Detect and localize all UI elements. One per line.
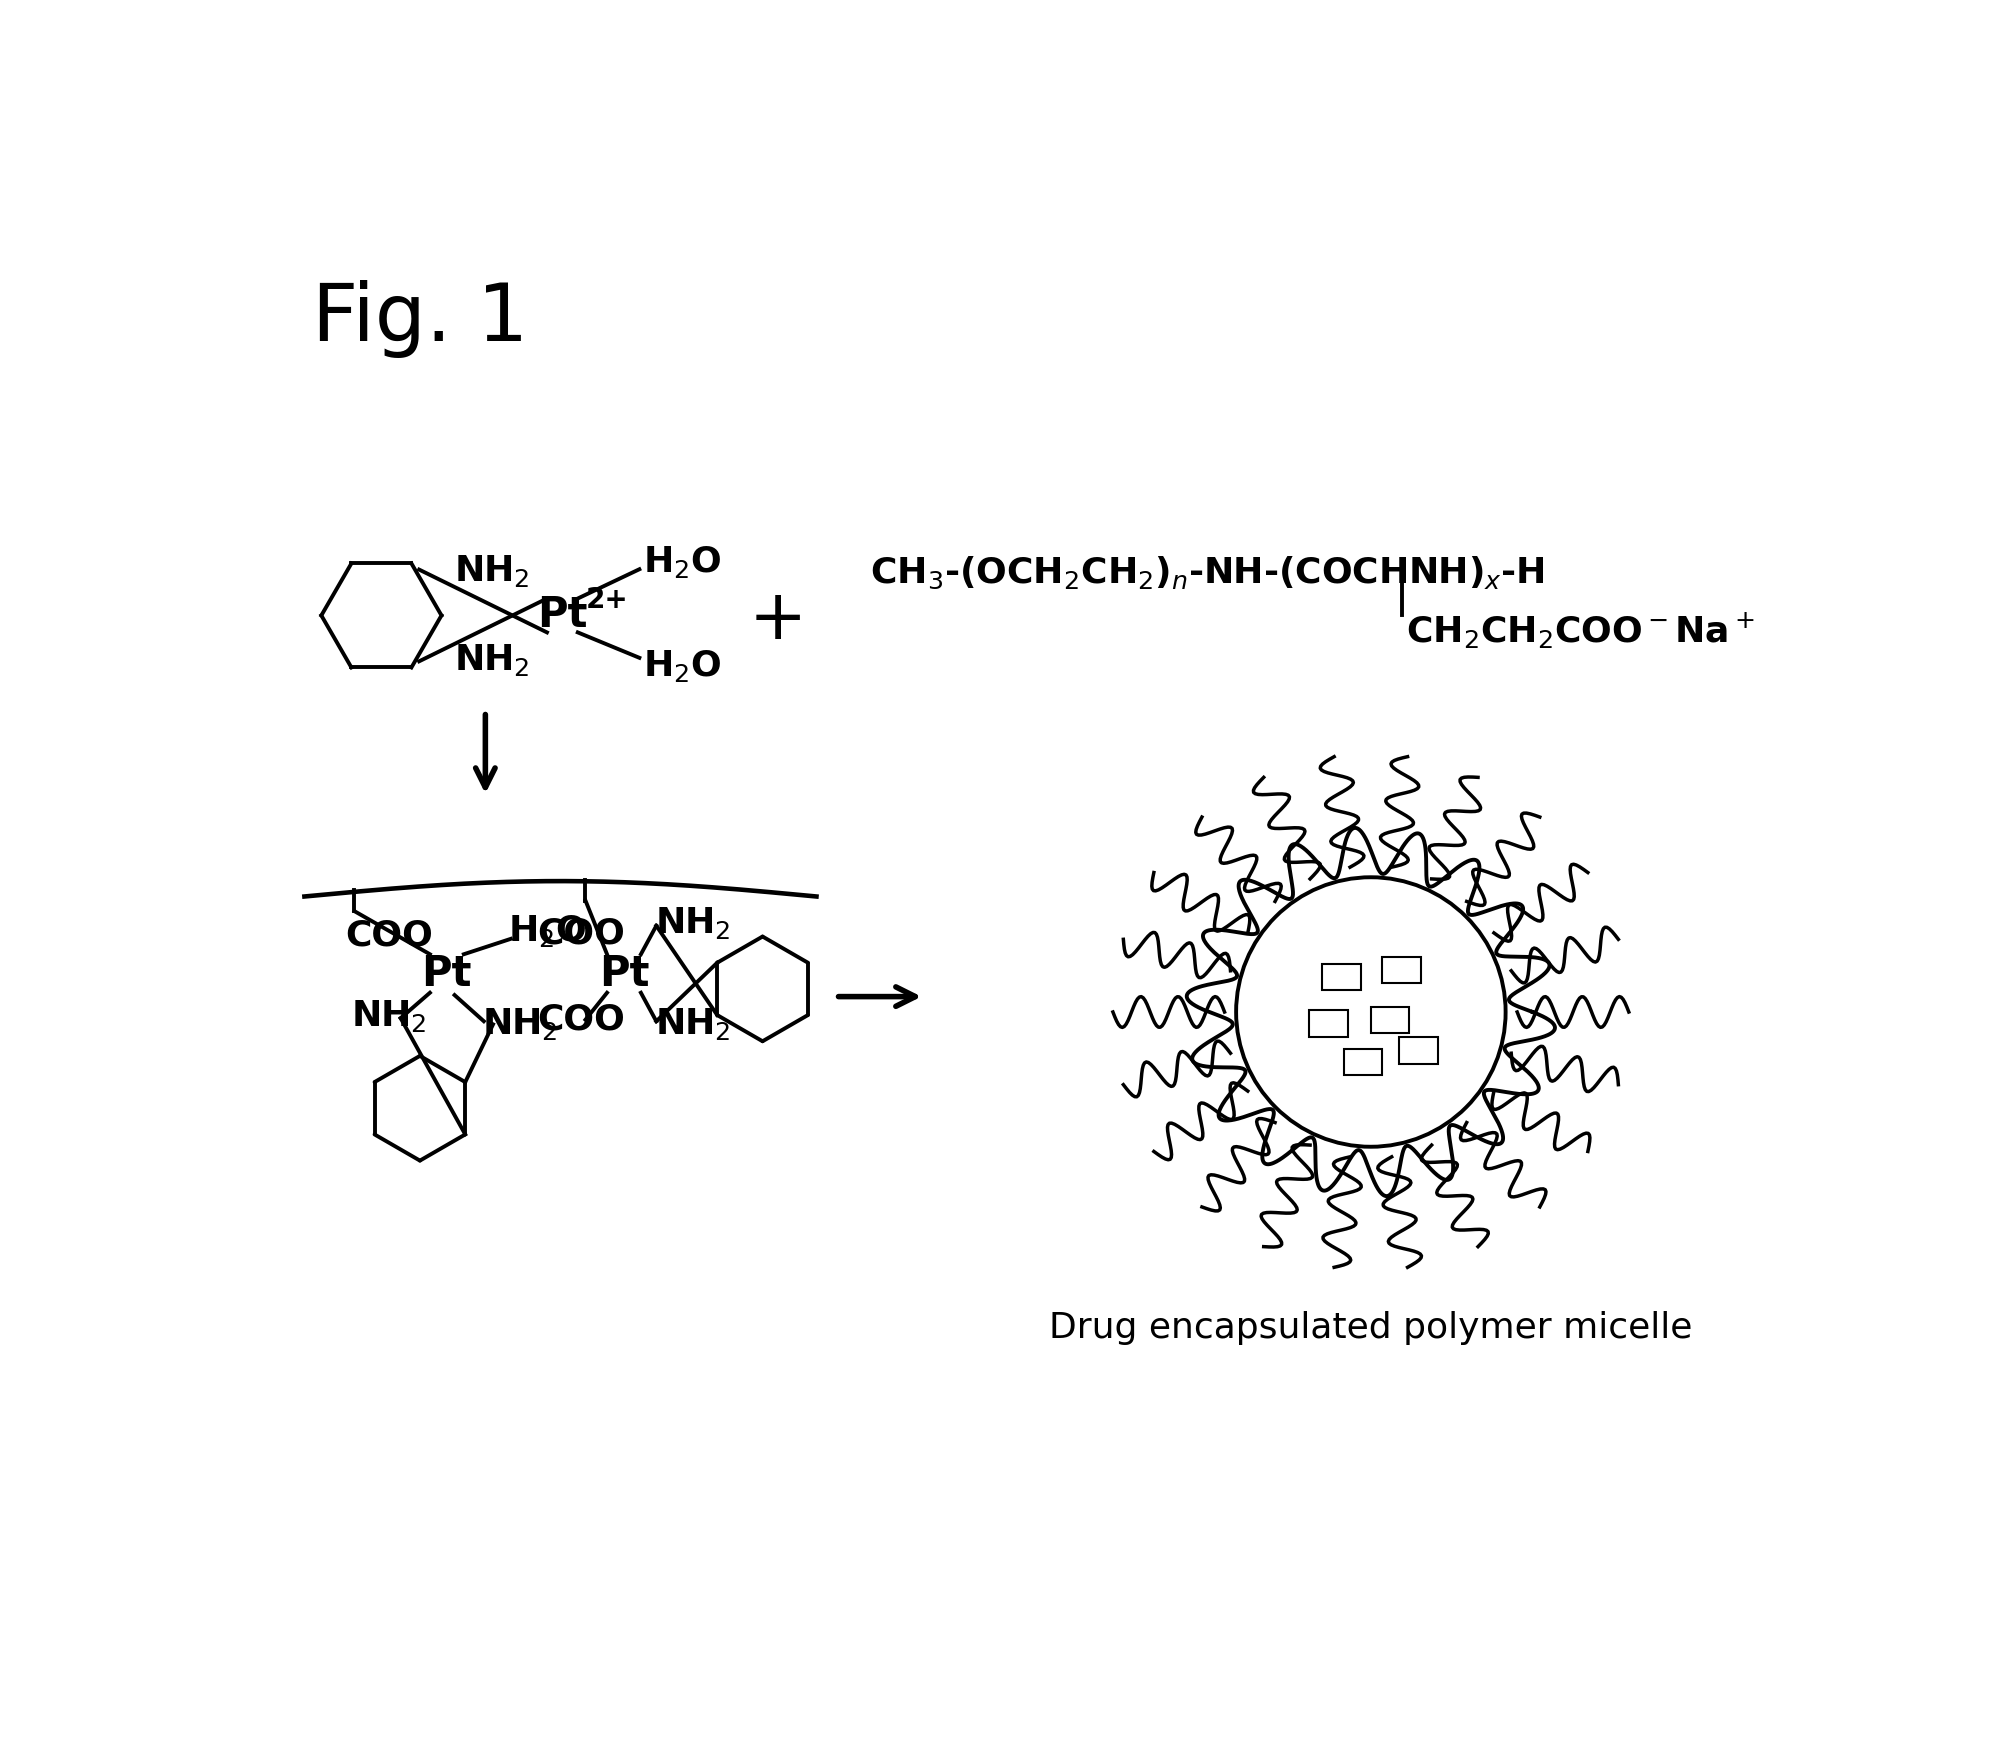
Text: +: + — [748, 586, 808, 653]
Text: CH$_3$-(OCH$_2$CH$_2$)$_n$-NH-(COCHNH)$_x$-H: CH$_3$-(OCH$_2$CH$_2$)$_n$-NH-(COCHNH)$_… — [870, 554, 1546, 591]
Text: NH$_2$: NH$_2$ — [654, 1005, 730, 1042]
Text: Pt: Pt — [598, 952, 648, 994]
Text: Pt: Pt — [421, 952, 473, 994]
Text: H$_2$O: H$_2$O — [642, 648, 722, 683]
Text: COO: COO — [345, 919, 433, 952]
Text: 2+: 2+ — [585, 586, 628, 614]
Text: Pt: Pt — [1345, 1049, 1383, 1077]
FancyBboxPatch shape — [1323, 964, 1361, 991]
Text: Pt: Pt — [1311, 1010, 1347, 1038]
Text: NH$_2$: NH$_2$ — [453, 553, 529, 590]
FancyBboxPatch shape — [1309, 1010, 1349, 1037]
Text: NH$_2$: NH$_2$ — [351, 998, 427, 1033]
Text: COO: COO — [539, 917, 626, 950]
FancyBboxPatch shape — [1345, 1049, 1383, 1075]
Text: H$_2$O: H$_2$O — [509, 913, 587, 949]
Text: Pt: Pt — [537, 595, 589, 637]
Text: NH$_2$: NH$_2$ — [453, 642, 529, 678]
FancyBboxPatch shape — [1398, 1037, 1438, 1063]
Text: Pt: Pt — [1373, 1007, 1408, 1035]
Text: H$_2$O: H$_2$O — [642, 544, 722, 579]
Text: Pt: Pt — [1323, 964, 1361, 993]
Text: Pt: Pt — [1383, 956, 1420, 986]
Text: NH$_2$: NH$_2$ — [654, 905, 730, 942]
FancyBboxPatch shape — [1371, 1007, 1408, 1033]
Text: Fig. 1: Fig. 1 — [311, 280, 529, 359]
Text: Drug encapsulated polymer micelle: Drug encapsulated polymer micelle — [1049, 1311, 1692, 1345]
Text: CH$_2$CH$_2$COO$^-$Na$^+$: CH$_2$CH$_2$COO$^-$Na$^+$ — [1406, 611, 1754, 651]
Text: COO: COO — [539, 1003, 626, 1037]
Text: NH$_2$: NH$_2$ — [481, 1005, 557, 1042]
FancyBboxPatch shape — [1383, 957, 1420, 982]
Text: Pt: Pt — [1400, 1037, 1436, 1067]
Circle shape — [1237, 876, 1506, 1148]
